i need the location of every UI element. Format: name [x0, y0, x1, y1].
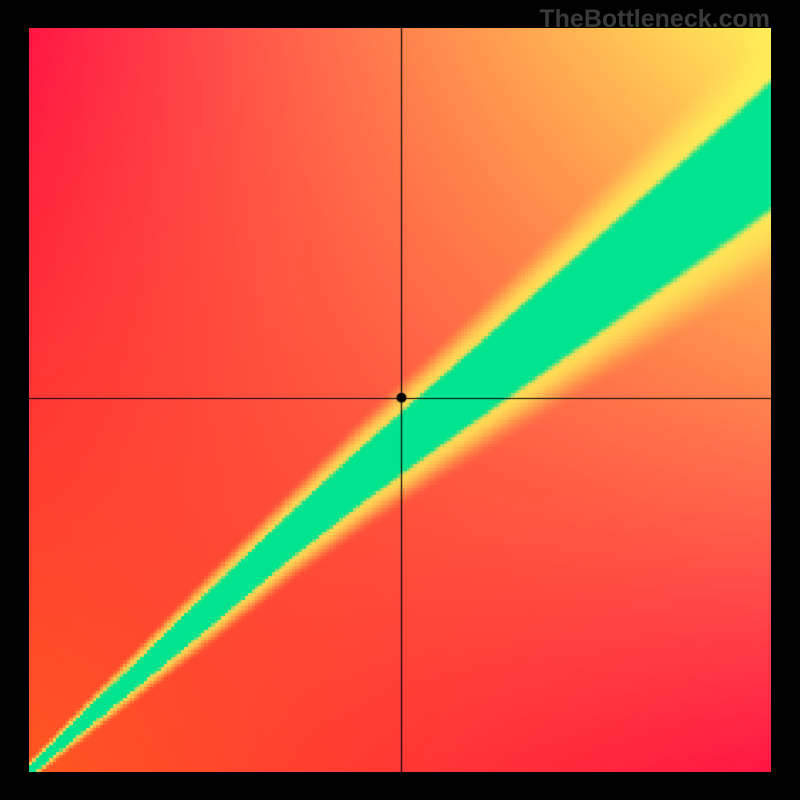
- watermark-text: TheBottleneck.com: [539, 5, 770, 34]
- crosshair-overlay: [29, 28, 771, 772]
- chart-frame: TheBottleneck.com: [0, 0, 800, 800]
- heatmap-plot-area: [29, 28, 771, 772]
